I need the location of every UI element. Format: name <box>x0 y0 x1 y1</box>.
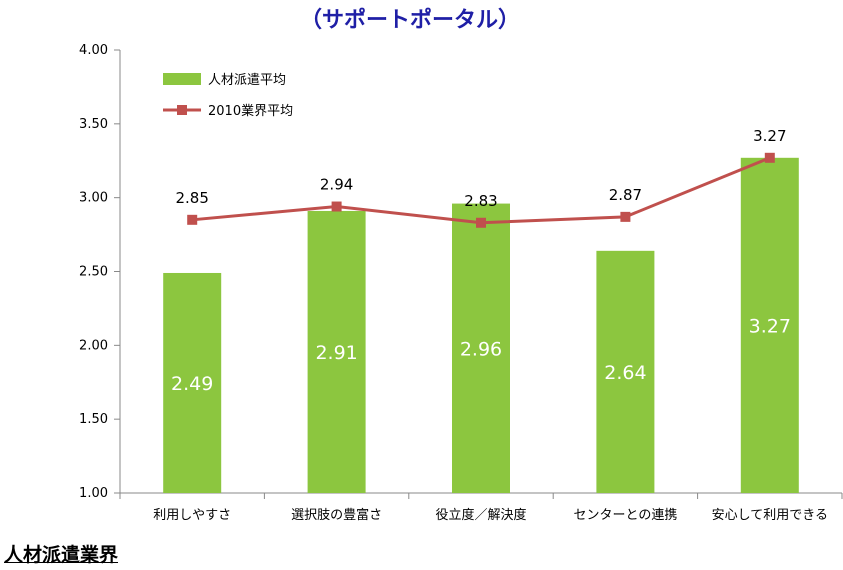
line-value-label: 2.87 <box>609 186 642 204</box>
y-tick-label: 1.00 <box>79 486 108 501</box>
x-category-label: 安心して利用できる <box>712 508 828 523</box>
axes: 1.00 1.50 2.00 2.50 3.00 3.50 4.00 利用しやすさ 選択肢の豊富… <box>79 43 843 523</box>
line-point <box>620 211 631 222</box>
line-value-label: 3.27 <box>753 127 786 145</box>
bar-value-label: 2.96 <box>460 338 502 360</box>
bar-value-label: 2.49 <box>171 373 213 395</box>
line-point <box>764 152 775 163</box>
line-series: 2.85 2.94 2.83 2.87 3.27 <box>175 127 787 228</box>
legend-swatch-bar <box>163 73 201 85</box>
bar <box>596 250 655 493</box>
y-tick-label: 3.00 <box>79 191 108 206</box>
section-heading: 人材派遣業界 <box>4 544 119 566</box>
y-tick-label: 2.00 <box>79 338 108 353</box>
chart: （サポートポータル） 1.00 1.50 2.00 2.50 3.00 3.50 4.00 利… <box>79 7 843 523</box>
y-tick-label: 1.50 <box>79 412 108 427</box>
bar-value-label: 3.27 <box>749 315 791 337</box>
bar <box>740 157 799 493</box>
legend-label-bar: 人材派遣平均 <box>208 73 286 88</box>
line-value-label: 2.85 <box>175 189 208 207</box>
line-point <box>476 217 486 228</box>
bar <box>307 210 366 493</box>
line-point <box>331 201 342 212</box>
line-point <box>187 214 198 225</box>
y-tick-label: 4.00 <box>79 43 108 58</box>
y-tick-label: 3.50 <box>79 117 108 132</box>
bar <box>452 203 510 493</box>
line-value-label: 2.94 <box>320 176 353 194</box>
chart-title: （サポートポータル） <box>300 7 520 33</box>
bar-value-label: 2.91 <box>315 342 357 364</box>
y-tick-label: 2.50 <box>79 265 108 280</box>
bars: 2.49 2.91 2.96 2.64 3.27 <box>163 157 799 493</box>
legend: 人材派遣平均 2010業界平均 <box>163 73 293 119</box>
x-category-label: 利用しやすさ <box>153 508 231 523</box>
x-category-label: 選択肢の豊富さ <box>291 507 382 523</box>
x-category-label: 役立度／解決度 <box>435 507 526 523</box>
bar <box>163 272 222 493</box>
legend-label-line: 2010業界平均 <box>208 103 293 119</box>
bar-value-label: 2.64 <box>604 362 646 384</box>
line-value-label: 2.83 <box>464 192 497 210</box>
legend-swatch-marker <box>177 105 187 115</box>
x-category-label: センターとの連携 <box>573 507 677 523</box>
